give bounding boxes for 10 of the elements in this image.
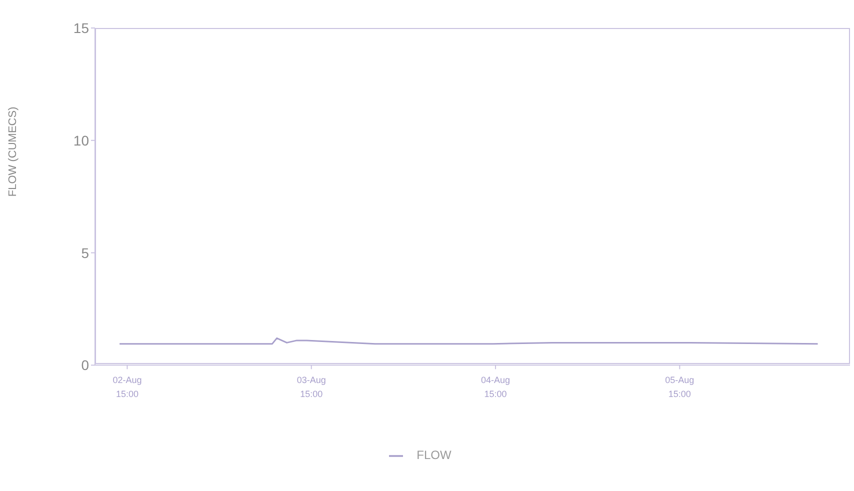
x-tick-label: 02-Aug 15:00 — [112, 375, 142, 400]
x-tick-label: 04-Aug 15:00 — [481, 375, 510, 400]
y-tick-label: 5 — [81, 244, 90, 261]
y-axis-title: FLOW (CUMECS) — [6, 106, 19, 197]
y-tick-label: 10 — [73, 132, 90, 148]
legend-label: FLOW — [416, 448, 452, 462]
x-tick-label: 05-Aug 15:00 — [665, 375, 694, 400]
y-tick-label: 0 — [81, 357, 90, 374]
x-tick-label: 03-Aug 15:00 — [296, 375, 326, 400]
y-tick-label: 15 — [73, 20, 90, 36]
